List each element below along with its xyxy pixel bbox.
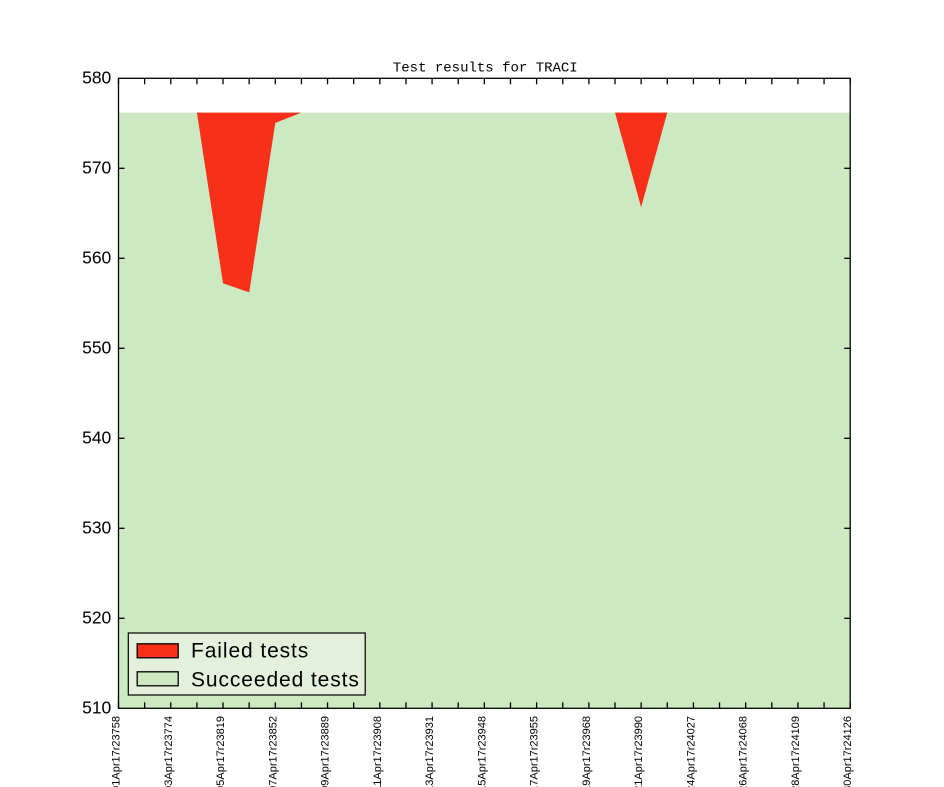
svg-text:30Apr17r24126: 30Apr17r24126 xyxy=(842,716,854,787)
svg-text:03Apr17r23774: 03Apr17r23774 xyxy=(163,716,175,787)
svg-text:05Apr17r23819: 05Apr17r23819 xyxy=(215,716,227,787)
svg-text:07Apr17r23852: 07Apr17r23852 xyxy=(267,716,279,787)
svg-text:15Apr17r23948: 15Apr17r23948 xyxy=(476,716,488,787)
svg-text:540: 540 xyxy=(82,428,111,448)
svg-text:Test results for TRACI: Test results for TRACI xyxy=(393,60,578,76)
svg-text:Succeeded tests: Succeeded tests xyxy=(191,669,360,692)
svg-text:11Apr17r23908: 11Apr17r23908 xyxy=(372,716,384,787)
svg-text:09Apr17r23889: 09Apr17r23889 xyxy=(320,716,332,787)
svg-text:01Apr17r23758: 01Apr17r23758 xyxy=(111,716,123,787)
svg-text:28Apr17r24109: 28Apr17r24109 xyxy=(790,716,802,787)
svg-text:530: 530 xyxy=(82,518,111,538)
svg-text:520: 520 xyxy=(82,608,111,628)
svg-text:570: 570 xyxy=(82,158,111,178)
svg-text:550: 550 xyxy=(82,338,111,358)
svg-text:Failed tests: Failed tests xyxy=(191,640,309,663)
svg-text:580: 580 xyxy=(82,68,111,88)
svg-text:26Apr17r24068: 26Apr17r24068 xyxy=(738,716,750,787)
svg-text:24Apr17r24027: 24Apr17r24027 xyxy=(685,716,697,787)
svg-text:560: 560 xyxy=(82,248,111,268)
svg-text:21Apr17r23990: 21Apr17r23990 xyxy=(633,716,645,787)
svg-text:13Apr17r23931: 13Apr17r23931 xyxy=(424,716,436,787)
svg-text:17Apr17r23955: 17Apr17r23955 xyxy=(529,716,541,787)
svg-text:510: 510 xyxy=(82,698,111,718)
svg-text:19Apr17r23968: 19Apr17r23968 xyxy=(581,716,593,787)
